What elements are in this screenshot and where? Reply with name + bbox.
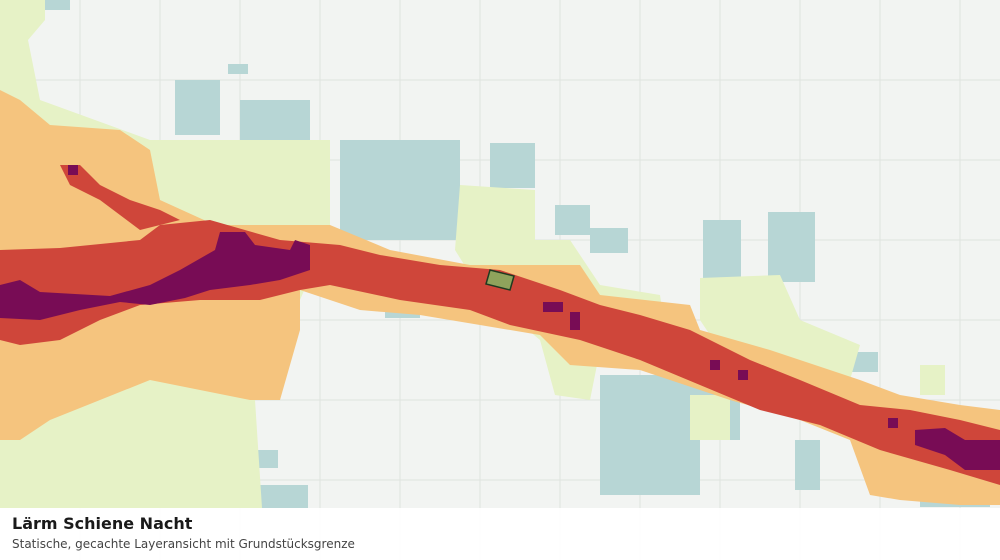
layer-subtitle: Statische, gecachte Layeransicht mit Gru…	[12, 537, 355, 551]
purple-zones	[0, 165, 1000, 470]
parcel-boundary	[485, 269, 515, 291]
layer-title: Lärm Schiene Nacht	[12, 514, 193, 533]
caption-panel: Lärm Schiene Nacht Statische, gecachte L…	[0, 508, 1000, 560]
red-zones	[0, 165, 1000, 485]
